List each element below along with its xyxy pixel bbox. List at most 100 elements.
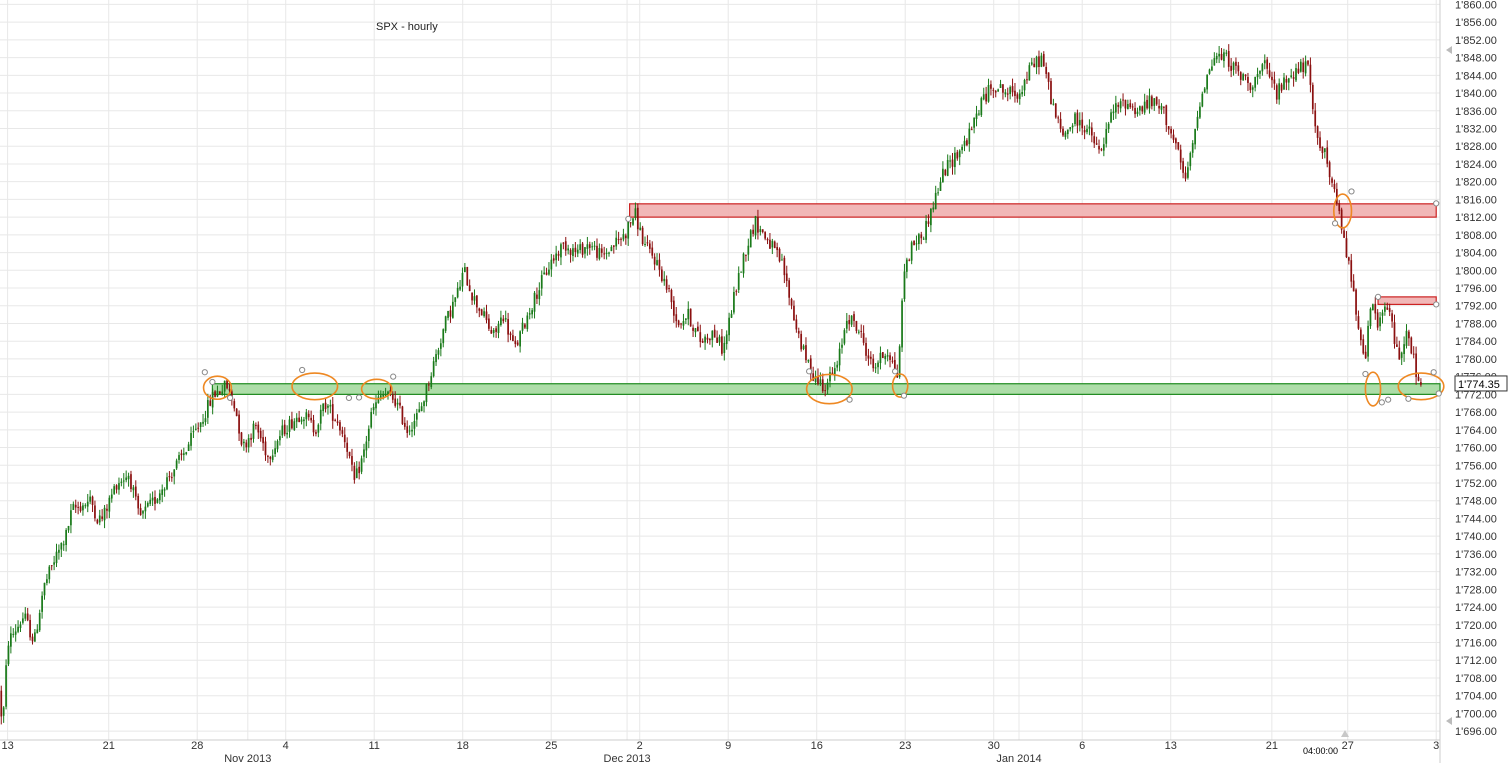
candle-down (1134, 108, 1136, 115)
candle-up (370, 411, 373, 428)
candle-up (687, 308, 690, 320)
drawing-anchor-handle[interactable] (1405, 395, 1412, 402)
drawing-anchor-handle[interactable] (1433, 200, 1440, 207)
candle-up (1290, 75, 1293, 78)
drawing-anchor-handle[interactable] (1348, 188, 1355, 195)
candle-up (608, 252, 610, 254)
candle-down (651, 247, 654, 256)
candle-down (226, 380, 228, 389)
drawing-anchor-handle[interactable] (900, 392, 908, 399)
candle-down (1393, 322, 1396, 344)
resistance-zone[interactable] (1377, 296, 1437, 306)
candle-up (975, 113, 978, 119)
resistance-zone[interactable] (629, 203, 1437, 218)
candle-down (1100, 149, 1103, 151)
x-tick-label: 21 (103, 740, 115, 752)
candle-up (934, 192, 937, 210)
candle-down (588, 244, 591, 248)
anchor-markers[interactable] (201, 188, 1442, 406)
candle-up (72, 503, 75, 510)
candle-up (685, 318, 687, 320)
candle-up (1021, 92, 1024, 95)
candle-down (1285, 78, 1288, 83)
x-tick-label: 23 (899, 740, 911, 752)
candle-up (997, 89, 1000, 92)
candle-up (1004, 92, 1007, 95)
x-month-label: Jan 2014 (996, 753, 1041, 763)
scroll-arrows[interactable] (1446, 46, 1452, 725)
candle-down (427, 384, 430, 386)
drawing-anchor-handle[interactable] (1385, 396, 1392, 403)
drawing-anchor-handle[interactable] (390, 373, 397, 380)
candle-down (315, 432, 317, 434)
candle-up (538, 290, 541, 300)
candle-up (151, 497, 154, 501)
drawing-anchor-handle[interactable] (209, 378, 216, 386)
candle-up (901, 300, 903, 348)
scroll-down-arrow-icon[interactable] (1446, 717, 1452, 725)
candle-up (288, 419, 291, 432)
candle-up (593, 245, 596, 247)
candle-up (841, 344, 843, 348)
drawing-anchor-handle[interactable] (1374, 293, 1382, 300)
support-zone[interactable] (211, 383, 1441, 395)
drawing-anchor-handle[interactable] (355, 394, 363, 401)
candle-up (432, 361, 435, 377)
candle-up (1078, 120, 1081, 126)
candle-up (879, 352, 882, 364)
candle-down (603, 253, 606, 255)
drawing-anchor-handle[interactable] (201, 369, 208, 376)
candle-up (1223, 52, 1225, 62)
candle-down (721, 336, 723, 354)
drawing-anchor-handle[interactable] (806, 368, 813, 375)
candle-up (610, 246, 613, 252)
drawing-anchor-handle[interactable] (1378, 399, 1385, 406)
drawing-anchor-handle[interactable] (1331, 220, 1339, 227)
drawing-anchor-handle[interactable] (892, 368, 899, 375)
candle-up (942, 168, 944, 183)
drawing-anchor-handle[interactable] (1362, 370, 1369, 378)
support-resistance-zones[interactable] (211, 203, 1441, 395)
candle-down (1362, 339, 1365, 354)
candle-up (216, 390, 219, 397)
candle-up (819, 379, 822, 384)
candle-down (1347, 257, 1350, 261)
candle-up (166, 477, 168, 490)
x-tick-label: 13 (1165, 740, 1177, 752)
x-tick-label: 3 (1433, 740, 1439, 752)
candle-down (689, 308, 692, 327)
drawing-anchor-handle[interactable] (1435, 390, 1442, 397)
candle-up (598, 248, 601, 259)
drawing-anchor-handle[interactable] (299, 366, 306, 374)
drawing-anchor-handle[interactable] (226, 394, 234, 402)
candle-up (550, 259, 553, 270)
candle-down (869, 356, 872, 359)
candle-up (281, 425, 284, 436)
drawing-anchor-handle[interactable] (625, 215, 632, 222)
y-tick-label: 1'824.00 (1455, 159, 1497, 171)
candle-up (146, 502, 149, 507)
drawing-anchor-handle[interactable] (846, 396, 853, 403)
y-tick-label: 1'760.00 (1455, 443, 1497, 455)
candle-up (1287, 78, 1290, 83)
candle-up (1263, 60, 1266, 64)
candle-up (247, 438, 250, 448)
candle-up (1028, 65, 1031, 81)
drawing-anchor-handle[interactable] (1433, 301, 1440, 308)
candle-down (255, 424, 257, 426)
candle-down (1359, 329, 1362, 341)
candle-up (295, 417, 298, 422)
candle-down (697, 326, 699, 332)
candle-down (680, 323, 682, 325)
candle-down (699, 332, 702, 342)
drawing-anchor-handle[interactable] (1430, 369, 1437, 376)
candle-down (994, 91, 997, 93)
candle-up (2, 707, 5, 716)
scroll-up-arrow-icon[interactable] (1446, 46, 1452, 54)
candle-down (581, 243, 584, 255)
candle-down (766, 238, 769, 241)
candle-up (98, 515, 101, 523)
drawing-anchor-handle[interactable] (345, 394, 353, 402)
